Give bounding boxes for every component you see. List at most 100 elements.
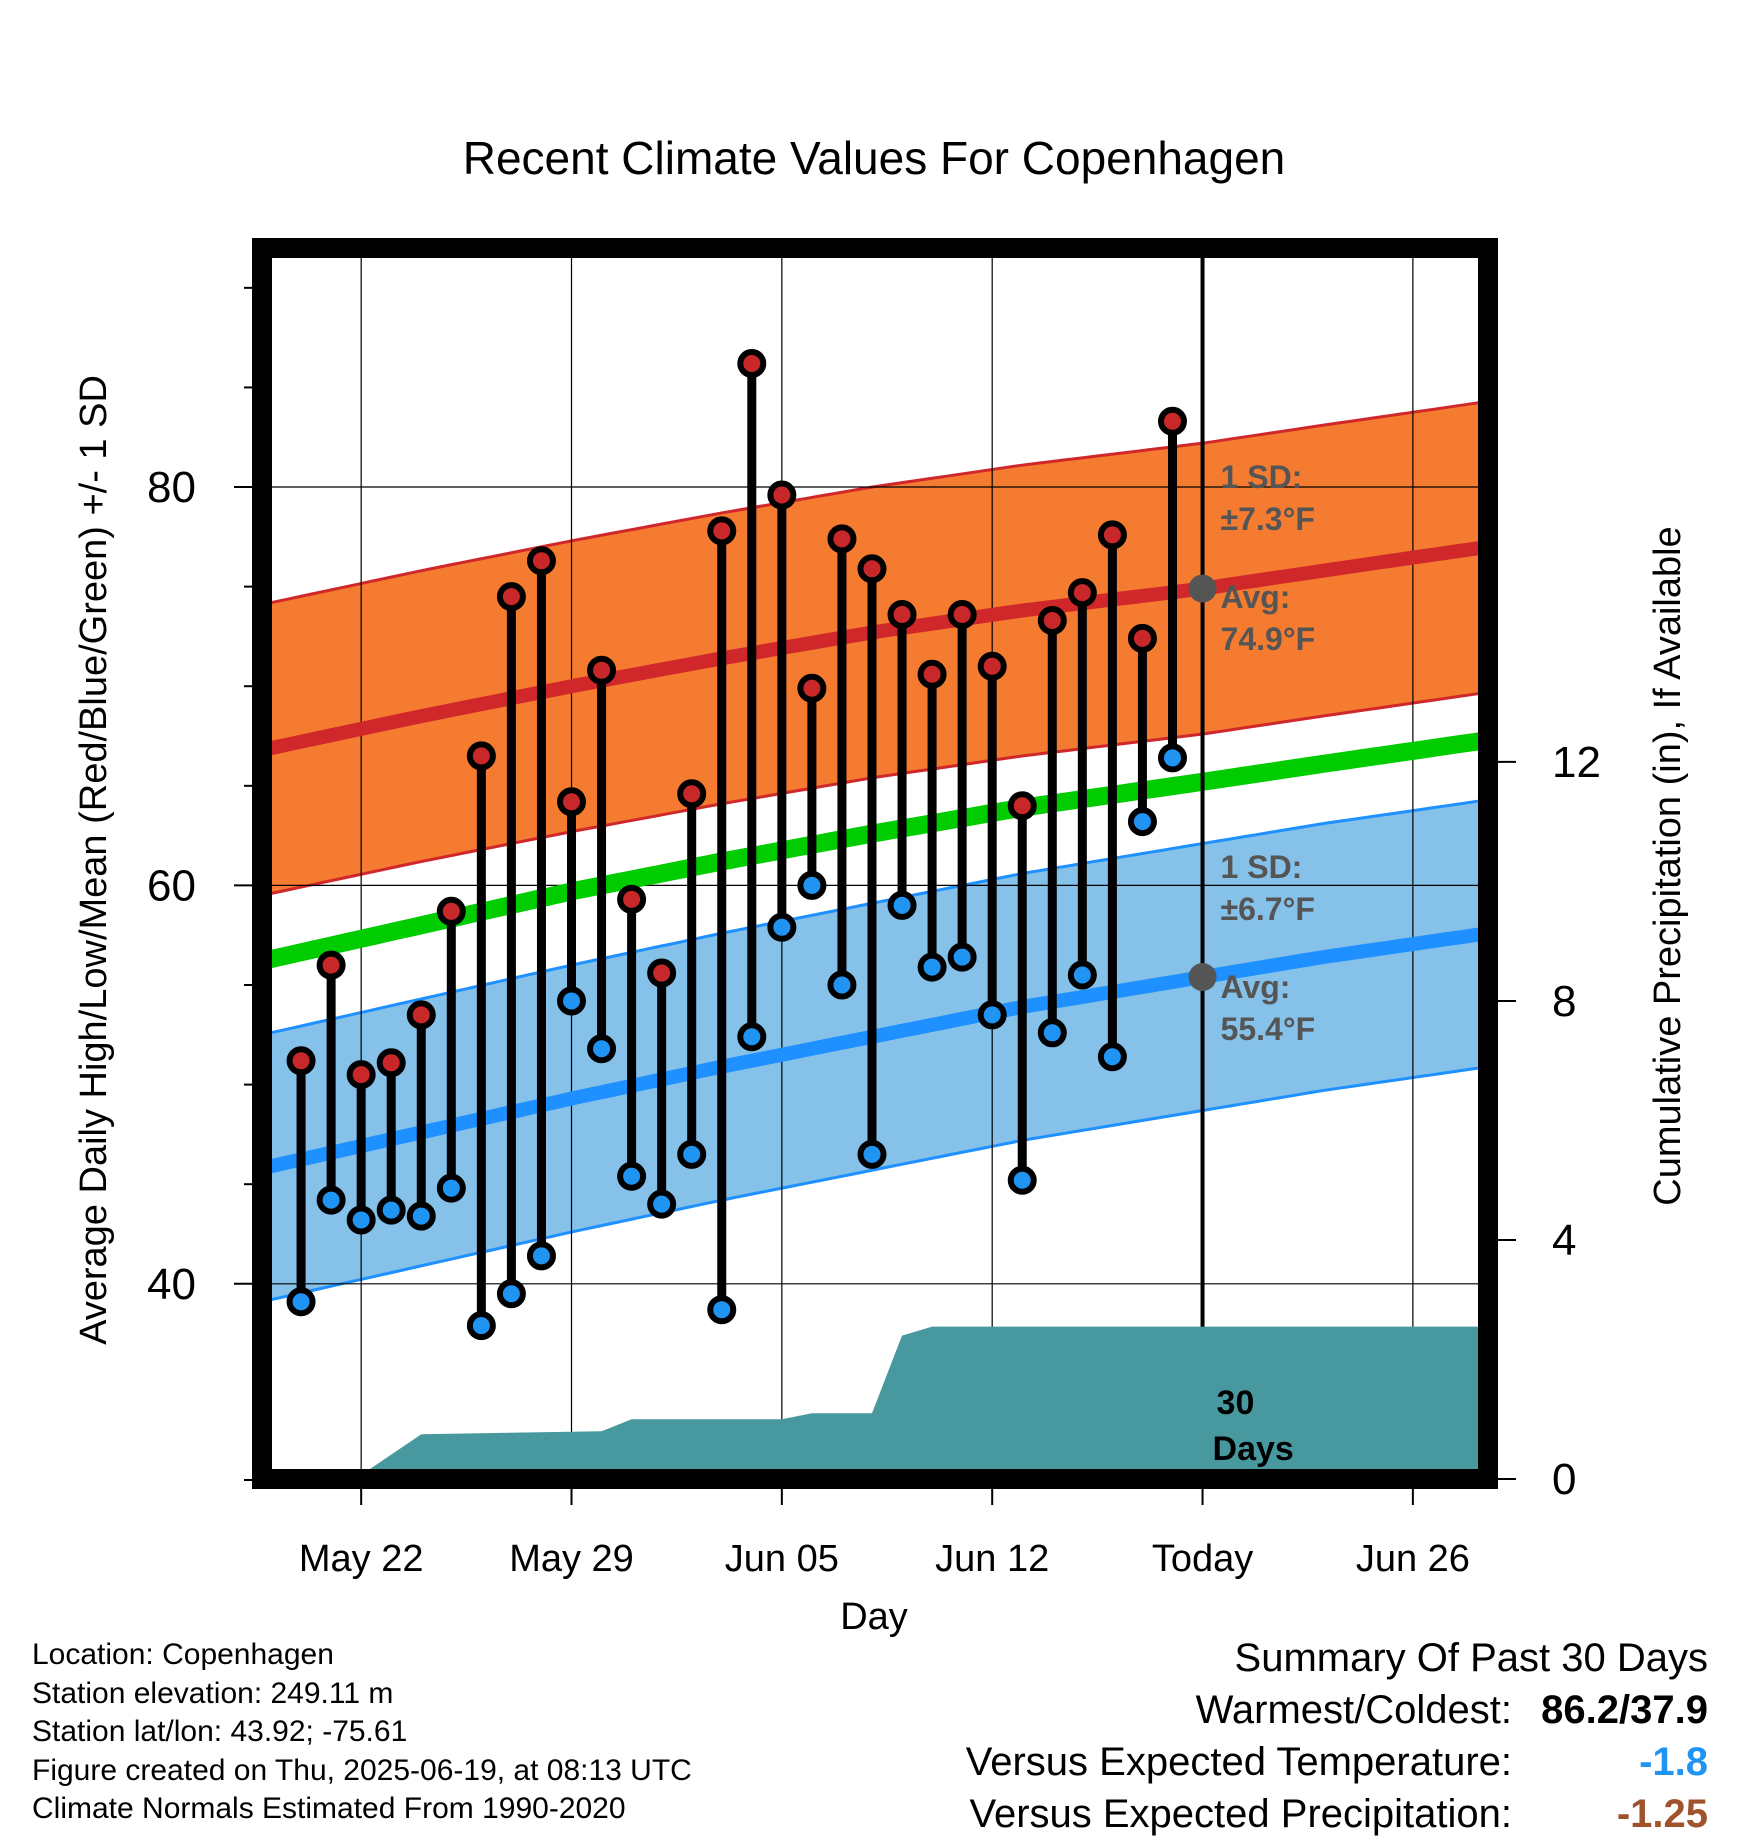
high-point-0 bbox=[286, 1046, 316, 1076]
low-point-23 bbox=[977, 1000, 1007, 1030]
high-point-3 bbox=[376, 1048, 406, 1078]
low-point-29 bbox=[1157, 743, 1187, 773]
high-point-13 bbox=[677, 779, 707, 809]
high-point-2 bbox=[346, 1060, 376, 1090]
low-point-19 bbox=[857, 1139, 887, 1169]
y-axis-label: Average Daily High/Low/Mean (Red/Blue/Gr… bbox=[73, 375, 115, 1345]
low-point-26 bbox=[1067, 960, 1097, 990]
low-point-1 bbox=[316, 1185, 346, 1215]
high-point-6 bbox=[466, 741, 496, 771]
low-sd-value: ±6.7°F bbox=[1221, 891, 1315, 927]
low-point-5 bbox=[436, 1173, 466, 1203]
high-point-5 bbox=[436, 896, 466, 926]
high-point-21 bbox=[917, 659, 947, 689]
x-tick-label-1: May 29 bbox=[509, 1538, 634, 1580]
high-point-7 bbox=[496, 582, 526, 612]
high-point-4 bbox=[406, 1000, 436, 1030]
x-axis-label: Day bbox=[840, 1596, 908, 1638]
y2-tick-label-1: 4 bbox=[1552, 1216, 1576, 1265]
high-point-10 bbox=[587, 655, 617, 685]
low-point-3 bbox=[376, 1195, 406, 1225]
location-text: Location: Copenhagen bbox=[32, 1638, 334, 1671]
low-sd-band-lower-edge bbox=[261, 1065, 1489, 1304]
window-number: 30 bbox=[1217, 1384, 1255, 1422]
x-tick-label-2: Jun 05 bbox=[725, 1538, 839, 1580]
high-point-18 bbox=[827, 524, 857, 554]
low-point-8 bbox=[526, 1241, 556, 1271]
high-point-22 bbox=[947, 600, 977, 630]
y-axis-left: 40 60 80 bbox=[147, 286, 252, 1481]
latlon-text: Station lat/lon: 43.92; -75.61 bbox=[32, 1715, 408, 1748]
low-point-20 bbox=[887, 890, 917, 920]
summary-panel: Summary Of Past 30 Days Warmest/Coldest:… bbox=[966, 1632, 1708, 1840]
high-point-16 bbox=[767, 480, 797, 510]
low-point-28 bbox=[1127, 807, 1157, 837]
warmest-coldest-label: Warmest/Coldest: bbox=[1195, 1688, 1512, 1732]
x-tick-label-0: May 22 bbox=[299, 1538, 424, 1580]
low-point-10 bbox=[587, 1034, 617, 1064]
low-point-15 bbox=[737, 1022, 767, 1052]
cumulative-precip-area bbox=[262, 1326, 1488, 1479]
high-point-11 bbox=[617, 884, 647, 914]
low-point-22 bbox=[947, 942, 977, 972]
x-tick-label-3: Jun 12 bbox=[935, 1538, 1049, 1580]
low-sd-label: 1 SD: bbox=[1221, 849, 1303, 885]
summary-title: Summary Of Past 30 Days bbox=[1234, 1636, 1708, 1680]
daily-markers bbox=[286, 349, 1187, 1341]
y2-tick-label-2: 8 bbox=[1552, 977, 1576, 1026]
y2-axis-label: Cumulative Precipitation (in), If Availa… bbox=[1647, 526, 1689, 1205]
low-point-14 bbox=[707, 1295, 737, 1325]
low-avg-today-dot bbox=[1188, 963, 1217, 992]
high-point-26 bbox=[1067, 578, 1097, 608]
low-point-7 bbox=[496, 1279, 526, 1309]
high-point-20 bbox=[887, 600, 917, 630]
low-point-4 bbox=[406, 1201, 436, 1231]
high-point-23 bbox=[977, 651, 1007, 681]
low-point-2 bbox=[346, 1205, 376, 1235]
low-point-25 bbox=[1037, 1018, 1067, 1048]
high-point-12 bbox=[647, 958, 677, 988]
high-point-28 bbox=[1127, 623, 1157, 653]
low-avg-value: 55.4°F bbox=[1221, 1011, 1316, 1047]
high-avg-today-dot bbox=[1188, 574, 1217, 603]
low-avg-label: Avg: bbox=[1221, 969, 1291, 1005]
high-point-27 bbox=[1097, 520, 1127, 550]
low-point-6 bbox=[466, 1311, 496, 1341]
x-tick-label-4: Today bbox=[1152, 1538, 1253, 1580]
high-point-19 bbox=[857, 554, 887, 584]
low-point-16 bbox=[767, 912, 797, 942]
climate-chart: Recent Climate Values For Copenhagen 1 S… bbox=[73, 132, 1689, 1638]
y-axis-right: 0 4 8 12 bbox=[1498, 738, 1601, 1504]
high-point-9 bbox=[557, 787, 587, 817]
temp-anomaly-label: Versus Expected Temperature: bbox=[965, 1740, 1512, 1784]
window-unit: Days bbox=[1213, 1430, 1294, 1468]
low-point-27 bbox=[1097, 1042, 1127, 1072]
low-point-11 bbox=[617, 1161, 647, 1191]
precipitation-area bbox=[262, 1326, 1488, 1479]
y2-tick-label-3: 12 bbox=[1552, 738, 1601, 787]
daily-range-stems bbox=[296, 363, 1177, 1326]
low-point-24 bbox=[1007, 1165, 1037, 1195]
y2-tick-label-0: 0 bbox=[1552, 1455, 1576, 1504]
low-point-12 bbox=[647, 1189, 677, 1219]
x-axis: May 22 May 29 Jun 05 Jun 12 Today Jun 26 bbox=[299, 1489, 1470, 1580]
y-tick-label-1: 60 bbox=[147, 861, 196, 910]
temp-anomaly-value: -1.8 bbox=[1639, 1740, 1708, 1784]
annotations: 1 SD: ±7.3°F Avg: 74.9°F 1 SD: ±6.7°F Avg: 55.4… bbox=[1188, 459, 1316, 1468]
created-text: Figure created on Thu, 2025-06-19, at 08… bbox=[32, 1753, 692, 1787]
high-point-8 bbox=[526, 546, 556, 576]
low-point-0 bbox=[286, 1287, 316, 1317]
high-point-29 bbox=[1157, 406, 1187, 436]
temp-anomaly-row: Versus Expected Temperature: -1.8 bbox=[966, 1736, 1708, 1788]
high-point-17 bbox=[797, 673, 827, 703]
low-point-9 bbox=[557, 986, 587, 1016]
y-tick-label-2: 80 bbox=[147, 463, 196, 512]
high-avg-label: Avg: bbox=[1221, 579, 1291, 615]
high-sd-label: 1 SD: bbox=[1221, 459, 1303, 495]
precip-anomaly-row: Versus Expected Precipitation: -1.25 bbox=[966, 1788, 1708, 1840]
x-tick-label-5: Jun 26 bbox=[1356, 1538, 1470, 1580]
high-sd-value: ±7.3°F bbox=[1221, 501, 1315, 537]
warmest-coldest-value: 86.2/37.9 bbox=[1541, 1688, 1708, 1732]
low-point-21 bbox=[917, 952, 947, 982]
normals-text: Climate Normals Estimated From 1990-2020 bbox=[32, 1792, 626, 1825]
